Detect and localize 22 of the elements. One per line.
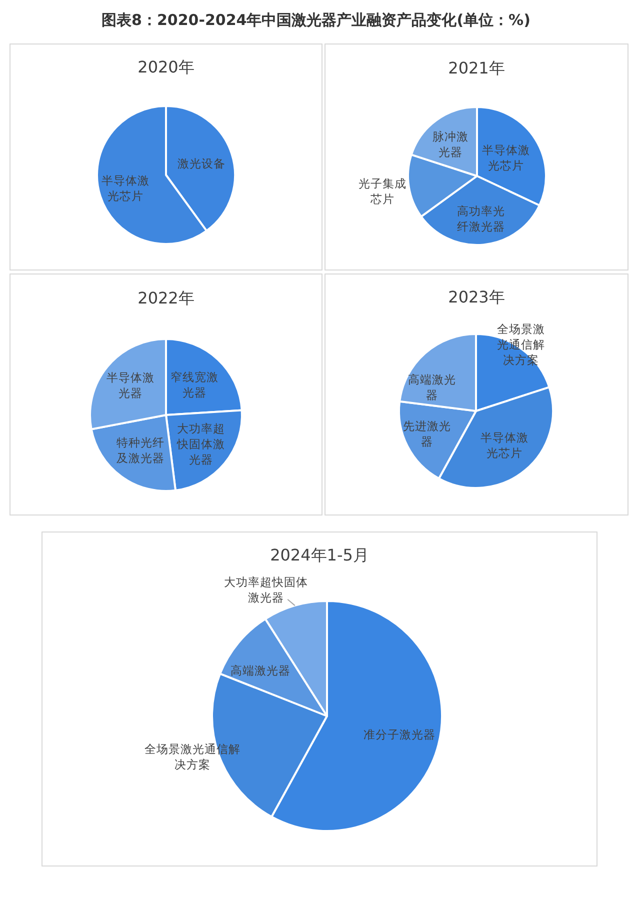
slice-label: 半导体激光芯片: [482, 142, 530, 172]
slice-label: 高功率光纤激光器: [457, 204, 506, 234]
slice-label: 大功率超快固体激光器: [176, 422, 226, 467]
slice-label: 光子集成芯片: [358, 176, 406, 206]
chart-title: 2024年1-5月: [270, 546, 369, 564]
slice-label: 脉冲激光器: [432, 130, 468, 160]
slice-label: 特种光纤及激光器: [116, 435, 165, 465]
slice-label: 大功率超快固体激光器: [224, 574, 308, 604]
slice-label: 准分子激光器: [363, 728, 436, 742]
chart-title: 2023年: [448, 288, 505, 306]
slice-label: 窄线宽激光器: [170, 370, 219, 400]
chart-title: 2022年: [138, 288, 194, 308]
chart-title: 2021年: [448, 58, 505, 78]
slice-label: 激光设备: [177, 156, 226, 170]
slice-label: 半导体激光器: [106, 370, 154, 400]
slice-label: 高端激光器: [230, 663, 291, 678]
slice-label: 先进激光器: [403, 419, 452, 449]
slice-label: 高端激光器: [408, 372, 456, 402]
text: 图表8：2020-2024年中国激光器产业融资产品变化(单位：%): [102, 11, 530, 29]
slice-label: 半导体激光芯片: [101, 173, 150, 203]
chart-title: 2020年: [138, 58, 194, 76]
slice-label: 半导体激光芯片: [480, 430, 528, 460]
